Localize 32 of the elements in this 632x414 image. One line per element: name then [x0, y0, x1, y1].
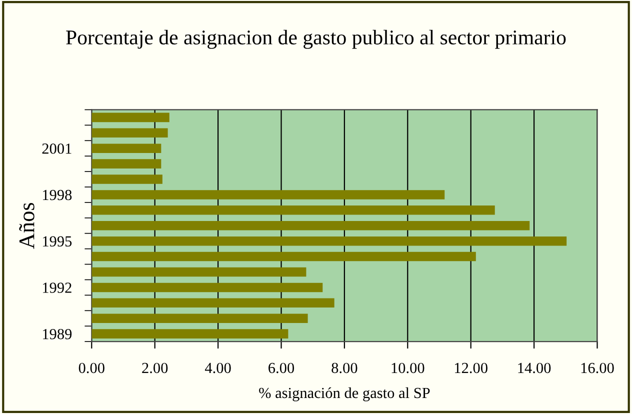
y-axis-title: Años: [19, 202, 34, 249]
y-tick-label: 1998: [42, 190, 72, 200]
bar: [92, 252, 476, 262]
bar: [92, 144, 162, 153]
bar: [92, 190, 445, 200]
bar: [92, 314, 308, 324]
x-tick-label: 10.00: [392, 362, 424, 374]
bar: [92, 206, 495, 215]
bar: [92, 282, 323, 292]
x-tick-label: 8.00: [332, 362, 358, 374]
bar: [92, 174, 162, 184]
x-tick-label: 14.00: [518, 362, 551, 374]
bar: [92, 329, 288, 338]
x-tick-label: 4.00: [204, 362, 231, 374]
x-tick-label: 12.00: [454, 362, 488, 374]
bar: [92, 298, 334, 308]
x-axis-title: % asignación de gasto al SP: [259, 387, 430, 402]
chart-title: Porcentaje de asignacion de gasto publico al sector primario: [66, 30, 566, 49]
bar: [92, 112, 170, 122]
y-tick-label: 1989: [42, 328, 72, 340]
x-tick-label: 0.00: [78, 362, 104, 374]
x-tick-label: 2.00: [142, 362, 168, 374]
x-tick-label: 6.00: [268, 362, 294, 374]
x-tick-label: 16.00: [581, 362, 614, 374]
y-tick-label: 1995: [42, 236, 72, 247]
bar: [92, 128, 168, 138]
bar: [92, 220, 530, 230]
bar: [92, 236, 567, 246]
y-tick-label: 1992: [42, 282, 72, 293]
bar: [92, 267, 306, 277]
bar: [92, 159, 162, 168]
y-tick-label: 2001: [42, 143, 72, 154]
